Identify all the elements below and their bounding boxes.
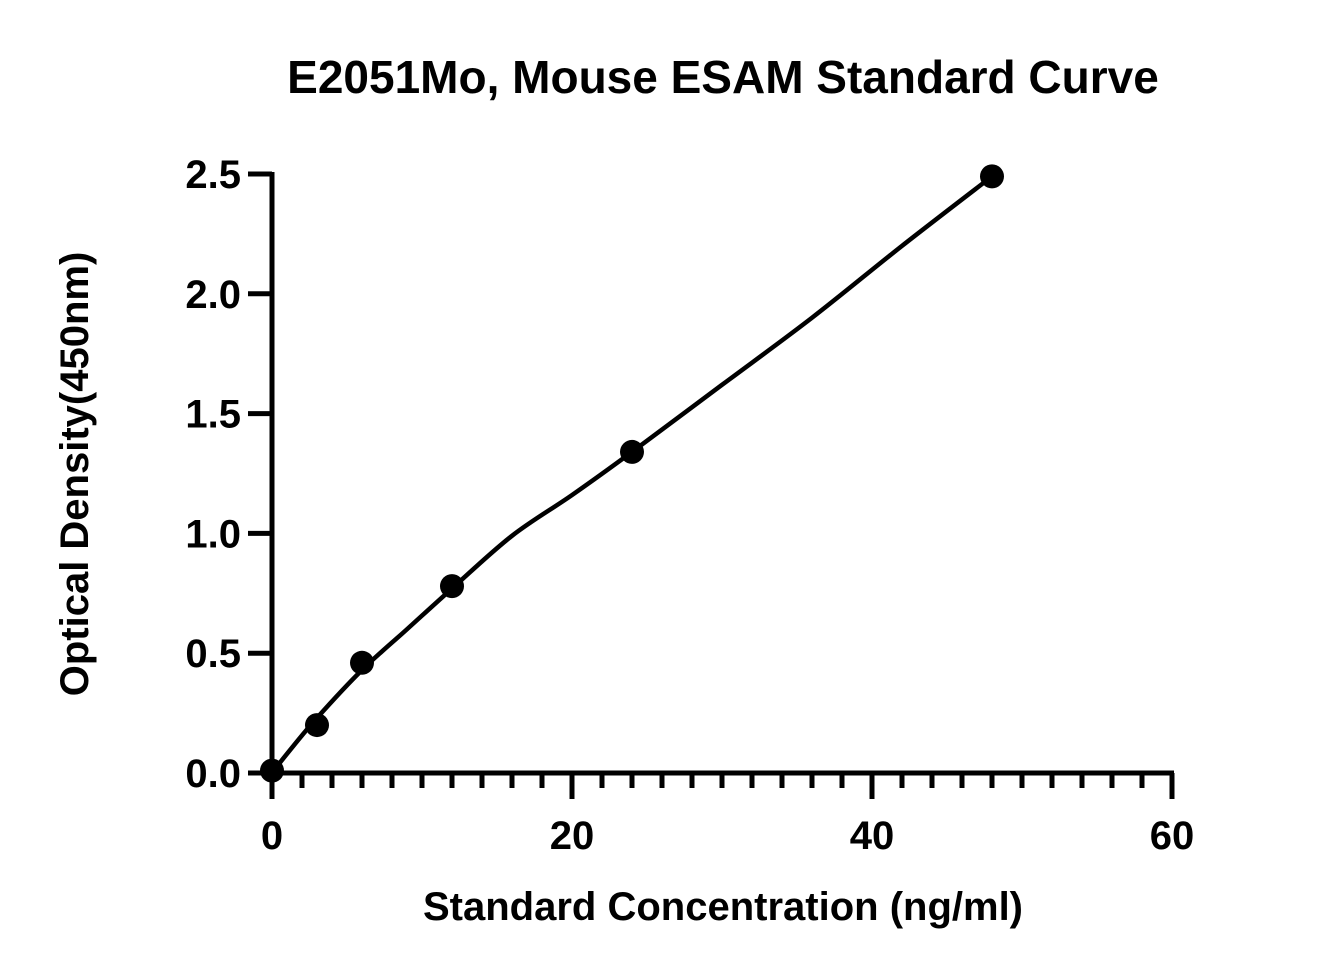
y-tick-label: 2.0 bbox=[185, 273, 241, 317]
data-point bbox=[440, 574, 464, 599]
data-point bbox=[305, 713, 329, 738]
data-point bbox=[620, 439, 644, 464]
data-point bbox=[350, 650, 374, 675]
y-tick-label: 1.0 bbox=[185, 512, 241, 556]
x-axis-label: Standard Concentration (ng/ml) bbox=[423, 885, 1023, 929]
x-tick-label: 40 bbox=[850, 814, 895, 858]
data-point bbox=[980, 164, 1004, 189]
chart-title: E2051Mo, Mouse ESAM Standard Curve bbox=[287, 51, 1159, 103]
fit-curve-group bbox=[269, 174, 995, 776]
y-tick-label: 2.5 bbox=[185, 153, 241, 197]
fit-curve bbox=[269, 174, 995, 776]
x-tick-label: 20 bbox=[550, 814, 595, 858]
y-tick-label: 0.5 bbox=[185, 632, 241, 676]
data-points bbox=[260, 164, 1004, 783]
x-tick-label: 0 bbox=[261, 814, 283, 858]
axes: 0.0 0.5 1.0 1.5 2.0 2.5 0 20 40 60 bbox=[185, 153, 1194, 858]
x-tick-label: 60 bbox=[1150, 814, 1195, 858]
y-tick-label: 0.0 bbox=[185, 752, 241, 796]
y-axis-label: Optical Density(450nm) bbox=[53, 252, 97, 697]
data-point bbox=[260, 758, 284, 783]
y-tick-label: 1.5 bbox=[185, 393, 241, 437]
